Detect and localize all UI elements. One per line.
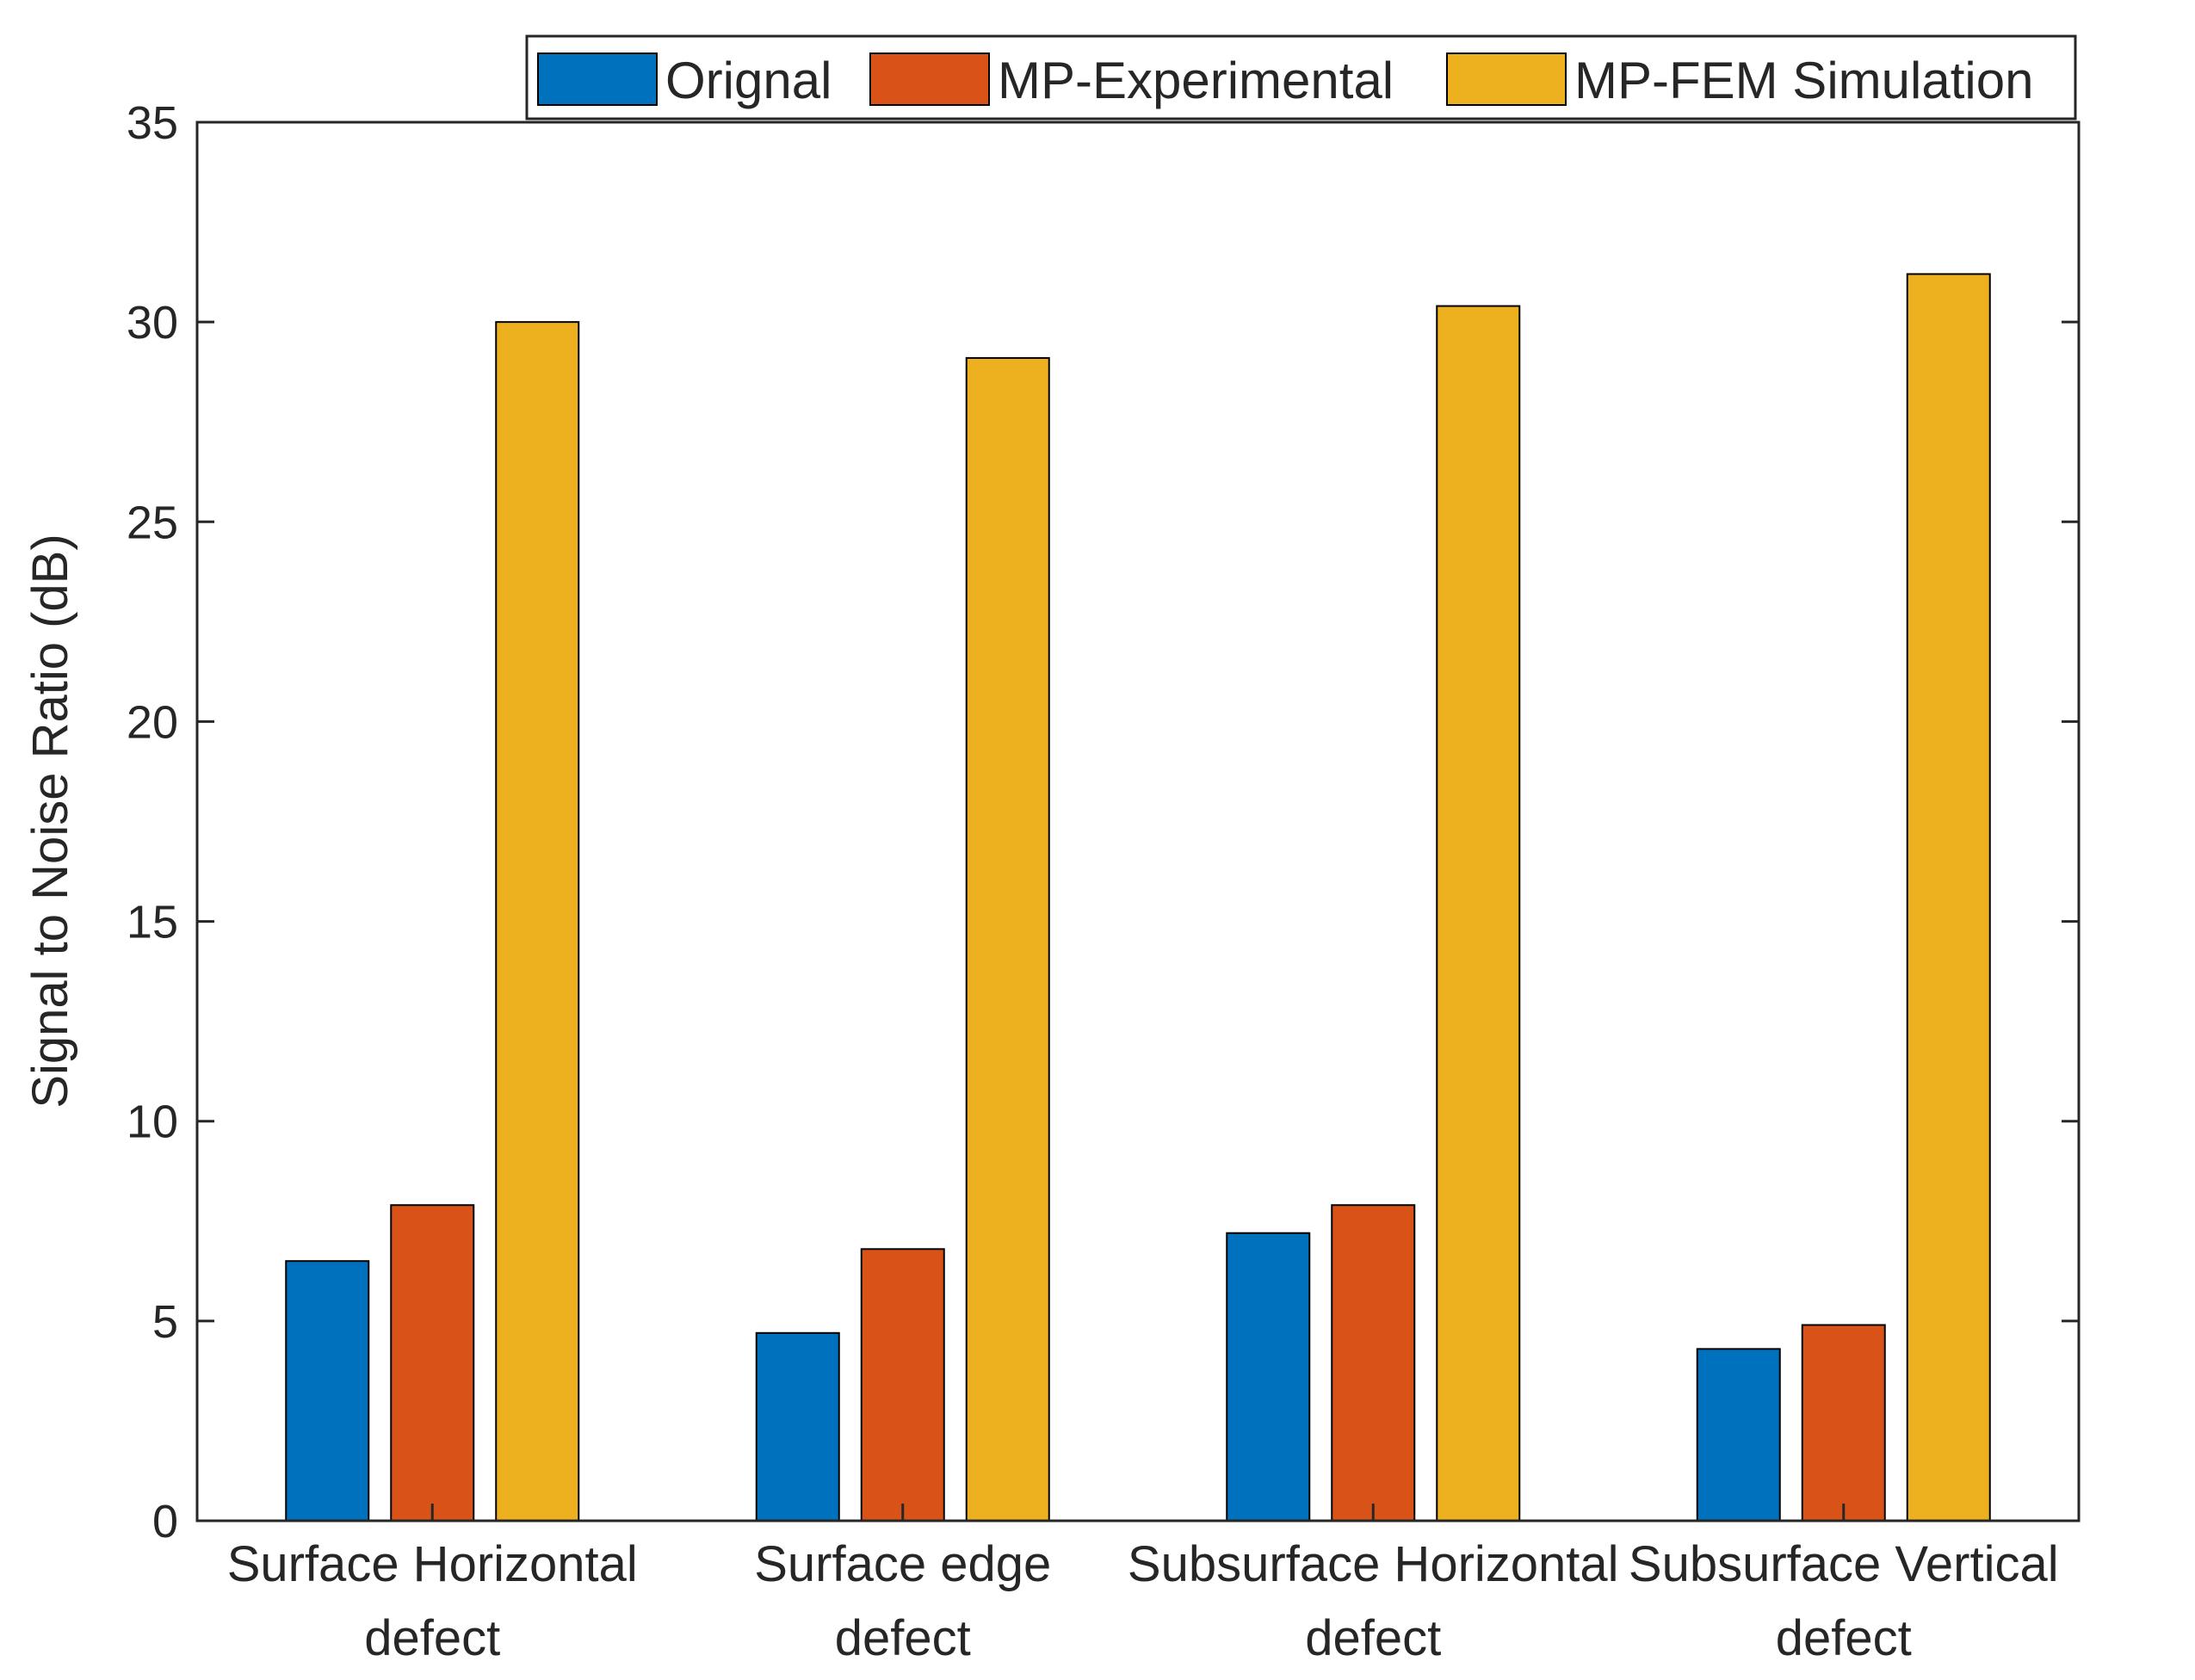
legend-swatch: [1446, 52, 1567, 106]
y-axis-title: Signal to Noise Ratio (dB): [22, 534, 78, 1108]
legend-label: MP-Experimental: [998, 52, 1394, 109]
x-tick-label: defect: [364, 1610, 500, 1666]
bar-mp-experimental-0: [390, 1204, 475, 1522]
bar-mp-fem-simulation-3: [1906, 273, 1991, 1522]
legend-swatch: [537, 52, 658, 106]
bar-orignal-0: [285, 1260, 370, 1522]
y-tick-label: 20: [127, 696, 178, 748]
x-tick-label: Subsurface Vertical: [1629, 1536, 2059, 1592]
y-axis: 0 5 10 15 20 25 30 35: [127, 97, 2079, 1547]
bars-group: [285, 273, 1991, 1522]
bar-orignal-3: [1696, 1348, 1781, 1522]
x-tick-label: Surface Horizontal: [227, 1536, 638, 1592]
bar-orignal-2: [1226, 1232, 1311, 1522]
x-tick-label: defect: [1305, 1610, 1441, 1666]
legend-label: Orignal: [665, 52, 832, 109]
bar-mp-fem-simulation-1: [965, 356, 1050, 1522]
legend: Orignal MP-Experimental MP-FEM Simulation: [525, 34, 2077, 120]
x-tick-label: Subsurface Horizontal: [1128, 1536, 1619, 1592]
y-tick-label: 5: [152, 1296, 178, 1348]
bar-mp-fem-simulation-0: [495, 321, 580, 1522]
x-tick-label: defect: [1776, 1610, 1912, 1666]
x-tick-label: Surface edge: [754, 1536, 1051, 1592]
bar-orignal-1: [755, 1331, 840, 1522]
x-tick-label: defect: [835, 1610, 971, 1666]
bar-mp-experimental-1: [860, 1248, 945, 1522]
y-tick-label: 15: [127, 897, 178, 948]
legend-label: MP-FEM Simulation: [1574, 52, 2033, 109]
y-tick-label: 0: [152, 1496, 178, 1547]
legend-swatch: [869, 52, 990, 106]
y-tick-label: 30: [127, 297, 178, 349]
x-axis: Surface Horizontal defect Surface edge defe…: [227, 1504, 2059, 1666]
y-tick-label: 35: [127, 97, 178, 149]
y-tick-label: 25: [127, 497, 178, 548]
bar-mp-experimental-2: [1331, 1204, 1416, 1522]
bar-mp-experimental-3: [1801, 1324, 1886, 1522]
bar-mp-fem-simulation-2: [1436, 305, 1521, 1522]
legend-box: [525, 34, 2077, 120]
plot-frame: [195, 120, 2081, 1522]
y-tick-label: 10: [127, 1096, 178, 1148]
